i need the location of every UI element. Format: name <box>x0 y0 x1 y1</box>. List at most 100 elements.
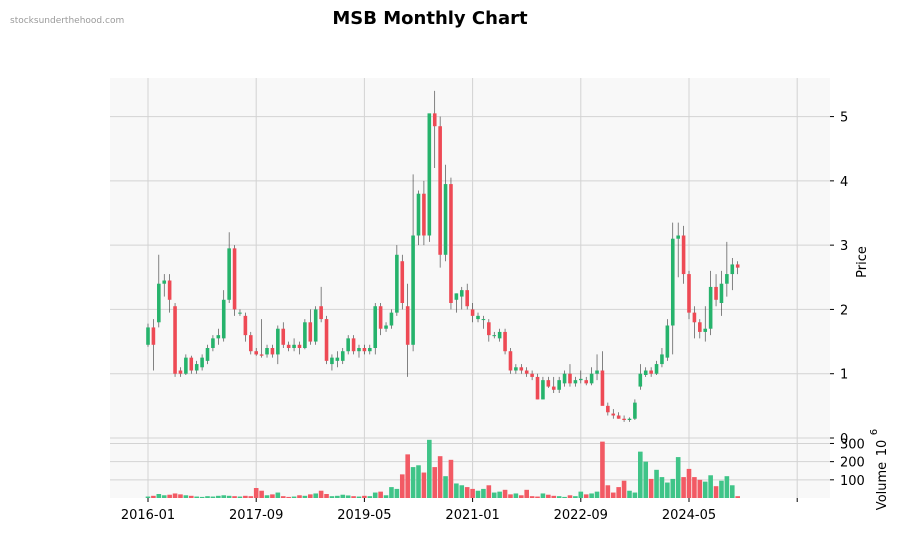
candle-body <box>238 312 242 314</box>
volume-bar <box>313 493 319 498</box>
volume-bar <box>264 495 270 498</box>
volume-bar <box>486 485 492 498</box>
candle-body <box>303 322 307 348</box>
volume-bar <box>324 494 329 498</box>
x-tick-label: 2021-01 <box>445 508 499 523</box>
volume-bar <box>194 496 199 498</box>
candle-body <box>167 280 172 300</box>
price-tick-label: 0 <box>840 432 848 447</box>
candle-body <box>622 418 626 420</box>
volume-bar <box>199 496 205 498</box>
candle-body <box>378 306 383 329</box>
volume-multiplier-label: 10 <box>875 440 890 457</box>
candle-body <box>551 386 556 390</box>
candle-body <box>427 113 432 236</box>
volume-bar <box>551 495 557 498</box>
volume-bar <box>729 485 735 498</box>
candle-body <box>319 306 323 320</box>
candle-body <box>681 235 686 275</box>
volume-tick-label: 200 <box>840 456 865 471</box>
candle-body <box>573 380 578 384</box>
candle-body <box>211 338 215 348</box>
candle-body <box>568 373 572 384</box>
volume-tick-label: 100 <box>840 474 865 489</box>
volume-bar <box>524 489 529 498</box>
candle-body <box>254 351 258 355</box>
volume-bar <box>616 487 621 498</box>
volume-bar <box>416 465 421 498</box>
volume-bar <box>578 491 584 498</box>
volume-bar <box>600 441 605 498</box>
candle-body <box>194 364 199 371</box>
volume-bar <box>529 496 535 498</box>
volume-bar <box>318 490 324 498</box>
chart-title: MSB Monthly Chart <box>332 8 528 29</box>
volume-bar <box>237 496 243 498</box>
price-tick-label: 1 <box>840 368 848 383</box>
candle-body <box>432 113 437 127</box>
candle-body <box>638 373 643 387</box>
volume-bar <box>513 493 519 498</box>
volume-bar <box>389 487 394 498</box>
volume-bar <box>589 493 594 498</box>
candle-body <box>395 254 399 313</box>
candle-body <box>362 348 367 352</box>
price-tick-label: 2 <box>840 303 848 318</box>
candle-body <box>313 309 318 342</box>
volume-bar <box>627 490 632 498</box>
candle-body <box>546 380 551 387</box>
volume-bar <box>188 495 194 498</box>
volume-bar <box>421 472 427 498</box>
candle-body <box>459 290 464 297</box>
candle-body <box>324 319 329 361</box>
candle-body <box>357 348 361 352</box>
candle-body <box>487 322 491 336</box>
candle-body <box>449 184 453 303</box>
volume-bar <box>232 496 237 498</box>
volume-bar <box>681 477 686 498</box>
volume-bar <box>583 494 589 498</box>
candle-body <box>248 335 253 352</box>
candle-body <box>384 325 388 329</box>
candle-body <box>276 328 280 355</box>
volume-bar <box>367 496 373 498</box>
volume-bar <box>259 490 264 498</box>
candle-body <box>627 418 632 420</box>
volume-bar <box>697 479 703 498</box>
volume-bar <box>692 477 697 498</box>
volume-bar <box>345 495 351 498</box>
candle-body <box>714 286 718 300</box>
volume-multiplier-exponent: 6 <box>869 429 880 435</box>
volume-bar <box>464 487 470 498</box>
candle-body <box>308 322 313 342</box>
candle-body <box>530 373 534 377</box>
volume-bar <box>394 488 400 498</box>
volume-bar <box>280 496 286 498</box>
volume-bar <box>648 478 654 498</box>
volume-bar <box>248 496 254 498</box>
candle-body <box>373 306 378 348</box>
candle-body <box>221 299 226 339</box>
volume-bar <box>291 496 297 498</box>
volume-bar <box>405 454 410 498</box>
volume-bar <box>702 481 708 498</box>
candle-body <box>654 364 659 374</box>
candle-body <box>335 357 340 361</box>
volume-bar <box>362 495 367 498</box>
price-axis-label: Price <box>855 246 870 278</box>
candle-body <box>346 338 350 352</box>
candle-body <box>405 306 410 345</box>
volume-bar <box>432 467 438 498</box>
candle-body <box>470 309 475 316</box>
volume-bar <box>508 494 513 498</box>
x-tick-label: 2016-01 <box>121 508 175 523</box>
volume-bar <box>518 495 524 498</box>
volume-bar <box>329 496 335 498</box>
volume-bar <box>335 495 340 498</box>
volume-bar <box>535 496 540 498</box>
price-tick-label: 4 <box>840 175 848 190</box>
volume-series <box>145 439 740 498</box>
volume-bar <box>221 495 227 498</box>
volume-bar <box>621 480 627 498</box>
volume-bar <box>183 495 189 498</box>
